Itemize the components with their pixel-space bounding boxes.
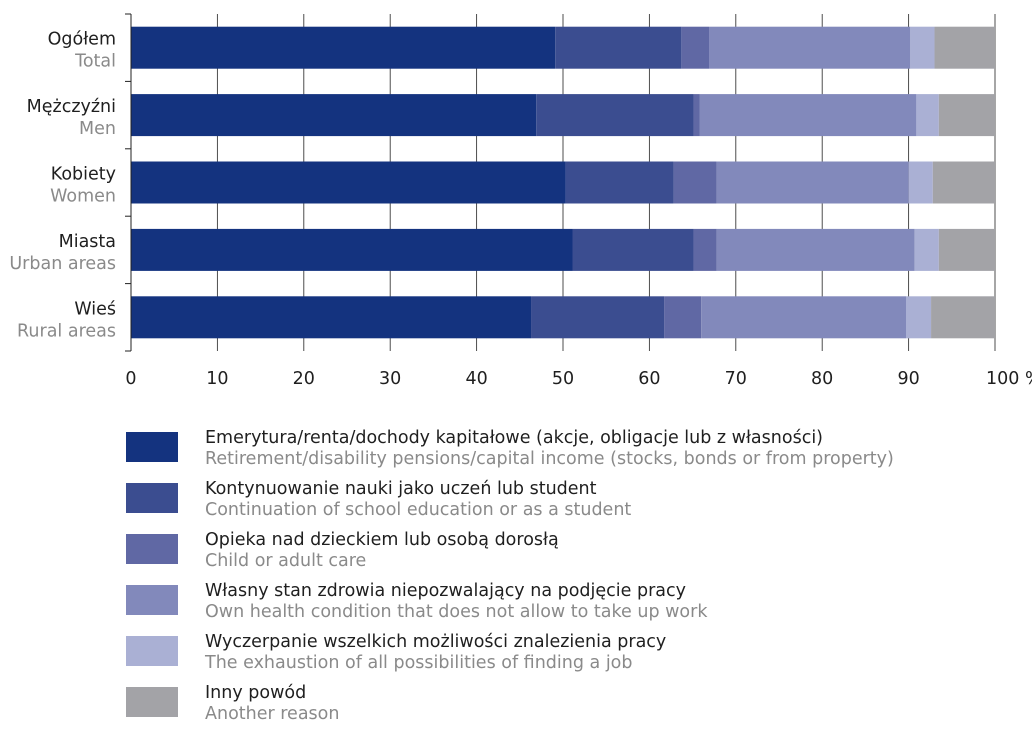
legend-text: Wyczerpanie wszelkich możliwości znalezi… <box>205 632 666 674</box>
legend-label-en: Continuation of school education or as a… <box>205 500 632 520</box>
x-tick-label: 40 <box>465 369 487 389</box>
x-tick-label: 70 <box>725 369 747 389</box>
legend-label-en: Child or adult care <box>205 551 367 571</box>
legend-text: Emerytura/renta/dochody kapitałowe (akcj… <box>205 428 894 470</box>
x-tick-label: 80 <box>811 369 833 389</box>
legend-label: Emerytura/renta/dochody kapitałowe (akcj… <box>205 428 824 448</box>
legend-text: Własny stan zdrowia niepozwalający na po… <box>205 581 707 623</box>
bar-segment <box>572 228 694 271</box>
x-tick-label: 20 <box>293 369 315 389</box>
bar-segment <box>709 26 911 69</box>
legend-swatch <box>126 432 178 462</box>
legend-label: Inny powód <box>205 683 307 703</box>
legend-label-en: Another reason <box>205 704 340 724</box>
legend-label: Wyczerpanie wszelkich możliwości znalezi… <box>205 632 667 652</box>
category-label: Wieś <box>74 299 116 319</box>
bar-segment <box>916 94 939 137</box>
bar-segment <box>131 228 573 271</box>
x-tick-label: 90 <box>897 369 919 389</box>
x-tick-labels: 0 10 20 30 40 50 60 70 80 90 100 % <box>125 369 1032 389</box>
legend-swatch <box>126 687 178 717</box>
legend-label: Kontynuowanie nauki jako uczeń lub stude… <box>205 479 597 499</box>
x-tick-label: 50 <box>552 369 574 389</box>
legend-label-en: The exhaustion of all possibilities of f… <box>205 653 633 673</box>
bar-segment <box>555 26 682 69</box>
category-label: Kobiety <box>51 165 116 185</box>
category-label-en: Men <box>79 119 116 139</box>
legend-swatch <box>126 534 178 564</box>
bar-segment <box>906 296 932 339</box>
legend-swatch <box>126 585 178 615</box>
bar-segment <box>934 26 995 69</box>
bar-segment <box>131 94 537 137</box>
bar-segment <box>716 228 915 271</box>
category-label: Mężczyźni <box>27 97 116 117</box>
legend-item: Opieka nad dzieckiem lub osobą dorosłą Ch… <box>126 530 1006 578</box>
bar-segment <box>681 26 710 69</box>
legend-label-en: Own health condition that does not allow… <box>205 602 708 622</box>
bar-segment <box>664 296 702 339</box>
bar-segment <box>693 94 700 137</box>
bar-segment <box>131 161 566 204</box>
bar-segment <box>910 26 935 69</box>
category-label-en: Rural areas <box>17 321 116 341</box>
bar-segment <box>131 296 532 339</box>
bar-segment <box>536 94 694 137</box>
category-label: Ogółem <box>48 30 116 50</box>
bar-segment <box>908 161 933 204</box>
bar-segment <box>716 161 909 204</box>
bar-segment <box>701 296 907 339</box>
legend-swatch <box>126 483 178 513</box>
legend-label: Własny stan zdrowia niepozwalający na po… <box>205 581 686 601</box>
x-tick-label: 30 <box>379 369 401 389</box>
legend-label: Opieka nad dzieckiem lub osobą dorosłą <box>205 530 559 550</box>
bar-segment <box>938 94 995 137</box>
category-label-en: Women <box>50 187 116 207</box>
legend-text: Opieka nad dzieckiem lub osobą dorosłą Ch… <box>205 530 559 572</box>
x-tick-label: 60 <box>638 369 660 389</box>
legend-swatch <box>126 636 178 666</box>
legend-text: Inny powód Another reason <box>205 683 339 725</box>
x-tick-label: 100 % <box>986 369 1032 389</box>
x-tick-label: 0 <box>125 369 136 389</box>
bar-segment <box>931 296 995 339</box>
legend-item: Kontynuowanie nauki jako uczeń lub stude… <box>126 479 1006 527</box>
bar-segment <box>131 26 556 69</box>
bar-segment <box>673 161 717 204</box>
legend-item: Inny powód Another reason <box>126 683 1006 731</box>
legend-item: Emerytura/renta/dochody kapitałowe (akcj… <box>126 428 1006 476</box>
bar-segment <box>914 228 939 271</box>
bar-segment <box>531 296 665 339</box>
bar-segment <box>932 161 995 204</box>
legend-item: Wyczerpanie wszelkich możliwości znalezi… <box>126 632 1006 680</box>
x-tick-label: 10 <box>206 369 228 389</box>
legend-label-en: Retirement/disability pensions/capital i… <box>205 449 894 469</box>
category-label-en: Urban areas <box>9 254 116 274</box>
bars <box>131 26 995 339</box>
axis <box>125 13 132 352</box>
bar-segment <box>699 94 917 137</box>
legend-item: Własny stan zdrowia niepozwalający na po… <box>126 581 1006 629</box>
category-label: Miasta <box>59 232 116 252</box>
bar-segment <box>938 228 995 271</box>
category-label-en: Total <box>74 52 116 72</box>
bar-segment <box>693 228 717 271</box>
bar-segment <box>565 161 674 204</box>
legend-text: Kontynuowanie nauki jako uczeń lub stude… <box>205 479 631 521</box>
